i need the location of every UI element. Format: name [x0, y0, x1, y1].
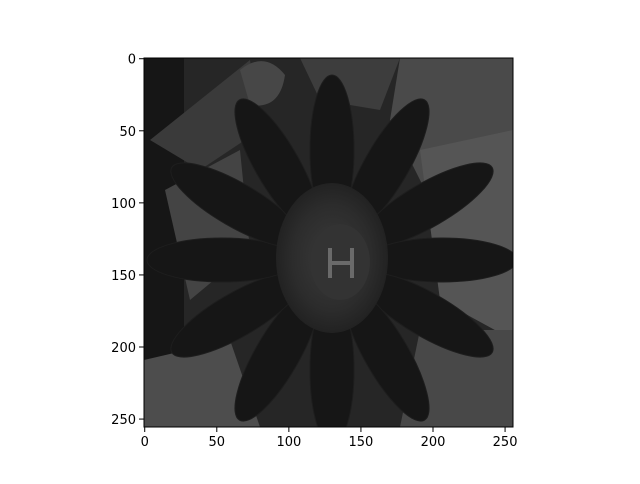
image [144, 58, 513, 427]
y-tick-label: 0 [128, 53, 136, 68]
x-tick-label: 250 [493, 435, 518, 450]
axes-frame [143, 57, 514, 428]
y-tick-label: 200 [111, 341, 136, 356]
x-tick-label: 0 [141, 435, 149, 450]
x-tick-label: 100 [276, 435, 301, 450]
y-tick-label: 250 [111, 413, 136, 428]
x-tick-label: 200 [421, 435, 446, 450]
y-tick-label: 100 [111, 197, 136, 212]
x-tick-label: 150 [349, 435, 374, 450]
y-tick-label: 50 [119, 125, 136, 140]
x-tick-label: 50 [209, 435, 226, 450]
y-tick-label: 150 [111, 269, 136, 284]
